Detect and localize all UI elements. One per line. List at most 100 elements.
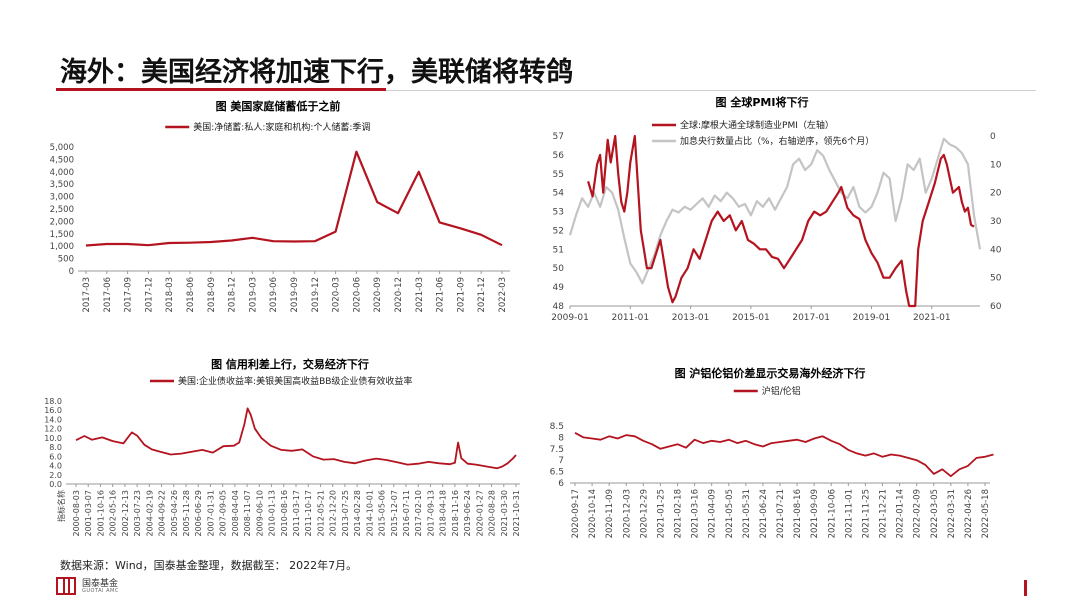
x-tick-label: 2020-10-14: [588, 489, 598, 538]
x-tick-label: 2004-02-19: [145, 490, 154, 537]
x-tick-label: 2013-07-25: [341, 490, 350, 537]
x-tick-label: 2019-01: [853, 313, 891, 323]
x-tick-label: 2019-09: [290, 277, 300, 313]
right-y-tick-label: 40: [990, 245, 1002, 255]
x-tick-label: 2018-09: [207, 277, 217, 313]
x-tick-label: 2020-08-28: [488, 490, 497, 537]
y-tick-label: 6: [558, 479, 564, 489]
left-y-tick-label: 48: [553, 302, 565, 312]
x-tick-label: 2021-05-31: [742, 489, 752, 538]
x-tick-label: 2019-03: [248, 277, 258, 313]
x-tick-label: 2020-11-09: [605, 489, 615, 538]
left-y-tick-label: 50: [553, 264, 565, 274]
x-tick-label: 2021-12-21: [879, 489, 889, 538]
y-tick-label: 12.0: [44, 425, 62, 434]
series-line-pmi: [587, 134, 975, 308]
x-tick-label: 2010-08-16: [280, 490, 289, 537]
right-y-tick-label: 50: [990, 274, 1002, 284]
x-tick-label: 2000-08-03: [72, 490, 81, 537]
legend-label-pmi: 全球:摩根大通全球制造业PMI（左轴）: [680, 119, 834, 131]
y-tick-label: 8: [558, 433, 564, 443]
company-logo-icon: [56, 577, 76, 595]
x-tick-label: 2014-10-01: [365, 490, 374, 537]
x-tick-label: 2002-12-13: [121, 490, 130, 537]
y-tick-label: 8.5: [550, 422, 564, 432]
x-tick-label: 2021-08-16: [793, 489, 803, 538]
legend-entry-label: 美国:企业债收益率:美银美国高收益BB级企业债有效收益率: [178, 375, 412, 387]
y-tick-label: 2.0: [49, 471, 62, 480]
x-tick-label: 2017-06: [103, 277, 113, 313]
x-tick-label: 2022-05-18: [981, 489, 991, 538]
chart-title: 图 全球PMI将下行: [716, 95, 809, 109]
x-tick-label: 2009-01: [551, 313, 589, 323]
y-tick-label: 7: [558, 456, 564, 466]
x-tick-label: 2021-11-01: [844, 489, 854, 538]
y-tick-label: 18.0: [44, 397, 62, 406]
x-tick-label: 2021-01: [913, 313, 951, 323]
y-tick-label: 6.0: [49, 452, 62, 461]
left-y-tick-label: 57: [553, 132, 564, 142]
y-tick-label: 3,000: [50, 193, 74, 203]
y-tick-label: 6.5: [550, 468, 564, 478]
x-tick-label: 2013-01: [672, 313, 710, 323]
x-tick-label: 2022-03-31: [947, 489, 957, 538]
page-marker: [1024, 580, 1027, 596]
x-tick-label: 2021-10-06: [827, 489, 837, 538]
x-tick-label: 2021-01-25: [656, 489, 666, 538]
title-divider: [56, 90, 1036, 91]
x-tick-label: 2020-06: [352, 277, 362, 313]
x-tick-label: 2021-09-09: [810, 489, 820, 538]
x-tick-label: 2020-09: [373, 277, 383, 313]
x-tick-label: 2017-09-13: [426, 490, 435, 537]
company-name-en: GUOTAI AMC: [82, 588, 119, 594]
x-tick-label: 2010-01-13: [268, 490, 277, 537]
x-tick-label: 2012-12-20: [329, 490, 338, 537]
x-tick-label: 2017-01: [792, 313, 830, 323]
y-tick-label: 500: [58, 255, 74, 265]
x-tick-label: 2004-09-22: [158, 490, 167, 537]
x-tick-label: 2020-12: [394, 277, 404, 313]
x-tick-label: 2021-10-31: [512, 490, 521, 537]
x-tick-label: 2001-03-07: [84, 490, 93, 537]
series-line: [85, 150, 503, 247]
legend-entry-label: 美国:净储蓄:私人:家庭和机构:个人储蓄:季调: [193, 121, 370, 133]
x-tick-label: 2015-01: [732, 313, 770, 323]
x-tick-label: 2022-02-09: [913, 489, 923, 538]
y-tick-label: 3,500: [50, 180, 74, 190]
series-line-hikes: [568, 137, 982, 285]
x-tick-label: 2020-12-29: [639, 489, 649, 538]
axis-name-label: 指标名称: [56, 490, 66, 522]
chart-title: 图 沪铝伦铝价差显示交易海外经济下行: [675, 366, 866, 380]
y-tick-label: 5,000: [50, 143, 74, 153]
x-tick-label: 2021-07-21: [776, 489, 786, 538]
x-tick-label: 2021-12: [477, 277, 487, 313]
series-line: [574, 432, 994, 478]
x-tick-label: 2022-03: [498, 277, 508, 313]
chart-title: 图 美国家庭储蓄低于之前: [216, 99, 341, 113]
left-y-tick-label: 49: [553, 283, 565, 293]
x-tick-label: 2022-04-26: [964, 489, 974, 538]
x-tick-label: 2019-12: [311, 277, 321, 313]
x-tick-label: 2009-06-10: [255, 490, 264, 537]
x-tick-label: 2017-12: [144, 277, 154, 313]
x-tick-label: 2020-09-17: [571, 489, 581, 538]
x-tick-label: 2015-12-07: [390, 490, 399, 537]
data-source-note: 数据来源：Wind，国泰基金整理，数据截至： 2022年7月。: [60, 559, 358, 572]
left-y-tick-label: 51: [553, 245, 564, 255]
y-tick-label: 0: [69, 267, 74, 277]
right-y-tick-label: 10: [990, 160, 1002, 170]
x-tick-label: 2021-06-24: [759, 489, 769, 538]
x-tick-label: 2018-04-18: [439, 490, 448, 537]
y-tick-label: 2,000: [50, 217, 74, 227]
x-tick-label: 2002-05-16: [109, 490, 118, 537]
x-tick-label: 2021-03: [415, 277, 425, 313]
left-y-tick-label: 54: [553, 189, 565, 199]
x-tick-label: 2011-01: [611, 313, 649, 323]
right-y-tick-label: 20: [990, 189, 1002, 199]
x-tick-label: 2021-06: [436, 277, 446, 313]
x-tick-label: 2003-07-23: [133, 490, 142, 537]
x-tick-label: 2019-06-24: [463, 490, 472, 537]
